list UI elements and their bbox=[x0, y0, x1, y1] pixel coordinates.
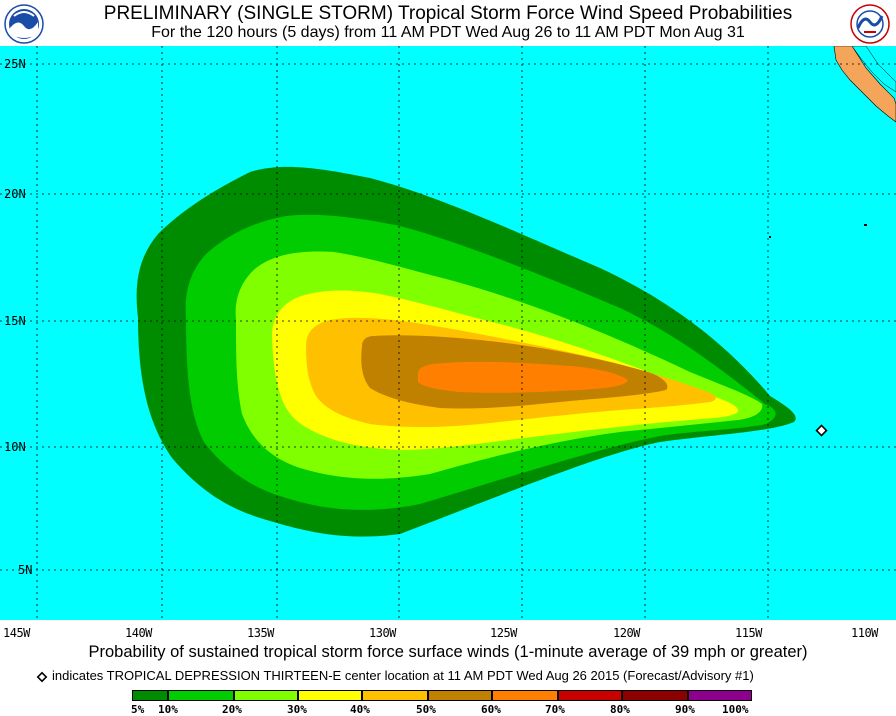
legend-label-100: 100% bbox=[722, 703, 749, 716]
lat-label-15n: 15N bbox=[4, 314, 26, 328]
legend-swatch-90 bbox=[688, 690, 752, 701]
storm-marker-note: indicates TROPICAL DEPRESSION THIRTEEN-E… bbox=[36, 668, 754, 683]
storm-marker-text: indicates TROPICAL DEPRESSION THIRTEEN-E… bbox=[52, 668, 754, 683]
lat-label-20n: 20N bbox=[4, 187, 26, 201]
lon-label-130w: 130W bbox=[369, 626, 396, 640]
color-legend bbox=[132, 690, 752, 701]
legend-swatch-60 bbox=[492, 690, 558, 701]
legend-swatch-40 bbox=[362, 690, 428, 701]
legend-swatch-20 bbox=[234, 690, 298, 701]
legend-swatch-10 bbox=[168, 690, 234, 701]
legend-swatch-30 bbox=[298, 690, 362, 701]
legend-label-30: 30% bbox=[287, 703, 307, 716]
page-subtitle: For the 120 hours (5 days) from 11 AM PD… bbox=[151, 24, 745, 41]
diamond-icon bbox=[36, 671, 48, 683]
probability-contours bbox=[136, 166, 796, 537]
legend-label-50: 50% bbox=[416, 703, 436, 716]
lon-label-115w: 115W bbox=[735, 626, 762, 640]
lon-label-145w: 145W bbox=[3, 626, 30, 640]
lon-label-140w: 140W bbox=[125, 626, 152, 640]
header: PRELIMINARY (SINGLE STORM) Tropical Stor… bbox=[0, 0, 896, 46]
legend-label-80: 80% bbox=[610, 703, 630, 716]
lon-label-110w: 110W bbox=[851, 626, 878, 640]
lon-axis: 145W 140W 135W 130W 125W 120W 115W 110W bbox=[0, 620, 896, 644]
legend-label-90: 90% bbox=[675, 703, 695, 716]
legend-swatch-50 bbox=[428, 690, 492, 701]
legend-swatch-80 bbox=[622, 690, 688, 701]
nws-logo-icon bbox=[850, 4, 890, 44]
contour-60-percent bbox=[418, 361, 628, 393]
noaa-logo-icon bbox=[4, 4, 44, 44]
legend-swatch-70 bbox=[558, 690, 622, 701]
legend-swatch-5 bbox=[132, 690, 168, 701]
legend-label-40: 40% bbox=[350, 703, 370, 716]
lat-label-5n: 5N bbox=[18, 563, 32, 577]
lat-labels: 25N 20N 15N 10N 5N bbox=[4, 57, 32, 577]
wind-probability-map: 25N 20N 15N 10N 5N bbox=[0, 46, 896, 620]
lat-label-25n: 25N bbox=[4, 57, 26, 71]
page-title: PRELIMINARY (SINGLE STORM) Tropical Stor… bbox=[103, 3, 793, 24]
lon-label-125w: 125W bbox=[490, 626, 517, 640]
lon-label-120w: 120W bbox=[613, 626, 640, 640]
legend-label-10: 10% bbox=[158, 703, 178, 716]
legend-label-70: 70% bbox=[545, 703, 565, 716]
map-caption: Probability of sustained tropical storm … bbox=[88, 643, 808, 661]
legend-label-20: 20% bbox=[222, 703, 242, 716]
legend-label-60: 60% bbox=[481, 703, 501, 716]
lat-label-10n: 10N bbox=[4, 440, 26, 454]
legend-label-5: 5% bbox=[131, 703, 145, 716]
storm-center-diamond-icon bbox=[815, 424, 828, 437]
lon-label-135w: 135W bbox=[247, 626, 274, 640]
baja-california-land bbox=[769, 46, 896, 238]
storm-center-marker bbox=[815, 424, 828, 437]
